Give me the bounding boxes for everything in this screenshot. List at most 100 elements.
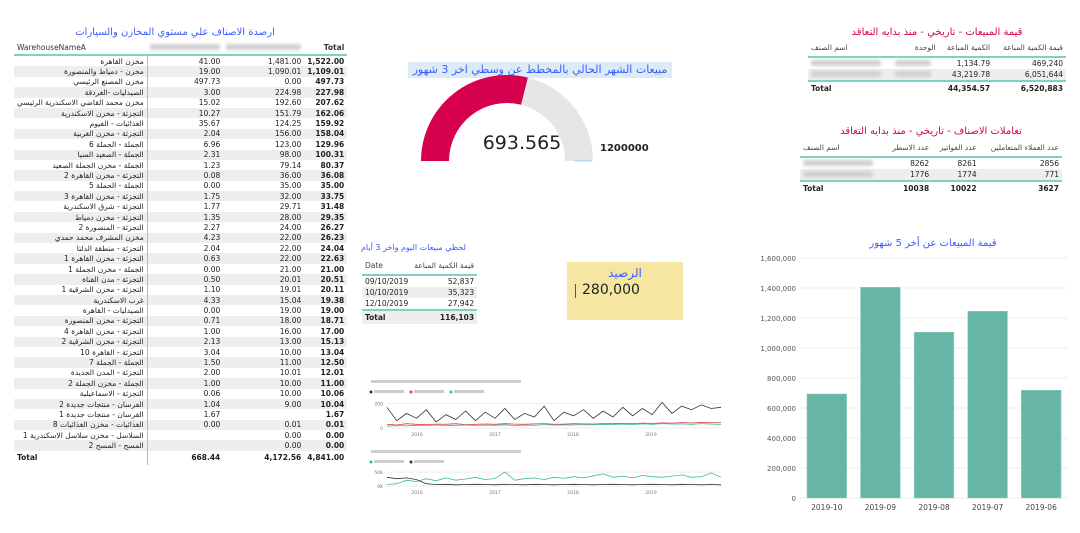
qty-cell: 1.35: [147, 211, 224, 223]
warehouse-name: التجزئة - مخزن المنصورة: [14, 315, 148, 327]
table-row[interactable]: مخزن المشرف محمد حمدي 4.23 22.00 26.23: [14, 232, 348, 244]
table-row[interactable]: التجزئة - مخزن الشرقية 1 1.10 19.01 20.11: [14, 284, 347, 295]
table-row[interactable]: الجملة - الجملة 7 1.50 11.00 12.50: [14, 357, 348, 368]
column-header-warehouse[interactable]: WarehouseNameA: [14, 40, 148, 56]
column-header-blurred[interactable]: [223, 40, 305, 56]
column-header[interactable]: قيمة الكمية المباعة: [411, 256, 478, 276]
table-row[interactable]: التجزئة - مخزن الغربية 2.04 156.00 158.04: [14, 128, 348, 140]
table-row[interactable]: التجزئة - مخزن القاهرة 4 1.00 16.00 17.00: [14, 326, 347, 337]
bar-2019-08[interactable]: [913, 332, 955, 499]
table-row[interactable]: 09/10/2019 52,837: [362, 275, 478, 287]
qty-cell: 1.75: [147, 191, 224, 202]
table-row[interactable]: التجزئة - مدن القناة 0.50 20.01 20.51: [14, 274, 348, 285]
table-row[interactable]: الجملة - الجملة 5 0.00 35.00 35.00: [14, 180, 347, 192]
bar-2019-10[interactable]: [806, 393, 847, 499]
bar-2019-06[interactable]: [1021, 390, 1062, 499]
warehouse-name: غرب الاسكندرية: [14, 294, 148, 306]
column-header[interactable]: عدد الفواتير: [932, 138, 980, 158]
total-cell: 227.98: [304, 87, 348, 98]
bar-chart[interactable]: 0 200,000 400,000 600,000 800,000 1,000,000 1,…: [750, 250, 1075, 520]
qty-cell: 15.04: [223, 294, 305, 306]
bar-2019-09[interactable]: [860, 287, 901, 499]
table-row[interactable]: مخزن محمد القاضي الاسكندرية الرئيسي 15.02…: [14, 97, 347, 108]
table-row[interactable]: مخزن - دمياط والمنصورة 19.00 1,090.01 1,109…: [14, 66, 348, 77]
column-header[interactable]: عدد الاسطر: [884, 138, 933, 158]
table-row[interactable]: التجزئة - مخزن القاهرة 2 0.08 36.00 36.08: [14, 170, 348, 181]
table-row[interactable]: التجزئة - القاهرة 10 3.04 10.00 13.04: [14, 346, 347, 358]
table-row[interactable]: الجملة - الصعيد المنيا 2.31 98.00 100.31: [14, 149, 348, 160]
table-row[interactable]: التجزئة - مخزن القاهرة 1 0.63 22.00 22.63: [14, 253, 348, 264]
total-cell: 159.92: [315, 119, 345, 129]
qty-cell: 0.00: [203, 181, 221, 191]
column-header[interactable]: الوحدة: [892, 38, 939, 58]
table-row[interactable]: الجملة - مخزن الجملة 1 0.00 21.00 21.00: [14, 263, 347, 275]
table-row[interactable]: الجملة - مخزن الجملة الصعيد 1.23 79.14 80.3…: [14, 159, 347, 171]
column-header[interactable]: اسم الصنف: [808, 38, 893, 58]
column-header[interactable]: الكمية المباعة: [938, 38, 994, 58]
bar-2019-07[interactable]: [967, 311, 1008, 499]
table-row[interactable]: التجزئة - شرق الاسكندرية 1.77 29.71 31.48: [14, 201, 347, 212]
total-cell: 1,109.01: [304, 66, 348, 77]
table-cell: 43,219.78: [938, 69, 994, 81]
warehouse-name: التجزئة - مخزن الشرقية 1: [14, 284, 148, 295]
table-row[interactable]: الغذائيات - الفيوم 35.67 124.25 159.92: [14, 118, 347, 129]
total-cell: 100.31: [304, 149, 348, 160]
table-row[interactable]: التجزئة - مخزن الاسكندرية 10.27 151.79 162.…: [14, 107, 348, 119]
total-cell: 24.04: [320, 243, 345, 253]
column-header[interactable]: عدد العملاء المتعاملين: [979, 138, 1062, 158]
table-row[interactable]: المسح - المسح 2 0.00 0.00: [14, 440, 348, 451]
table-row[interactable]: التجزئة - مخزن الشرقية 2 2.13 13.00 15.13: [14, 336, 348, 347]
column-header[interactable]: اسم الصنف: [800, 138, 885, 158]
table-row[interactable]: غرب الاسكندرية 4.33 15.04 19.38: [14, 294, 348, 306]
qty-cell: 2.27: [203, 222, 221, 232]
table-row[interactable]: 1776 1774 771: [800, 169, 1062, 181]
total-cell: 10.04: [304, 398, 348, 410]
qty-cell: 2.13: [147, 336, 224, 347]
table-row[interactable]: الجملة - مخزن الجملة 2 1.00 10.00 11.00: [14, 378, 348, 389]
gauge-fill: [421, 75, 528, 161]
qty-cell: 151.79: [223, 107, 305, 119]
column-header[interactable]: قيمة الكمية المباعة: [993, 38, 1066, 58]
table-row[interactable]: الغذائيات - مخزن الغذائيات 8 0.00 0.01 0.01: [14, 419, 348, 431]
table-row[interactable]: التجزئة - مخزن القاهرة 3 1.75 32.00 33.75: [14, 191, 348, 202]
table-row[interactable]: مخزن القاهرة 41.00 1,481.00 1,522.00: [14, 55, 347, 67]
total-cell: 12.01: [320, 368, 345, 378]
qty-cell: 10.00: [223, 378, 305, 389]
column-header[interactable]: Date: [362, 256, 412, 276]
table-row[interactable]: التجزئة - مخزن دمياط 1.35 28.00 29.35: [14, 211, 348, 223]
table-row[interactable]: 12/10/2019 27,942: [362, 298, 478, 310]
table-row[interactable]: التجزئة - المنصورة 2 2.27 24.00 26.27: [14, 222, 347, 233]
column-header-blurred[interactable]: [147, 40, 224, 56]
table-row[interactable]: 1,134.79 469,240: [808, 57, 1066, 69]
qty-cell: 19.00: [147, 66, 224, 77]
table-row[interactable]: 43,219.78 6,051,644: [808, 69, 1066, 81]
column-header-total[interactable]: Total: [304, 40, 348, 56]
table-row[interactable]: السلاسل - مخزن سلاسل الاسكندرية 1 0.00 0.0…: [14, 430, 347, 441]
table-row[interactable]: الصيدليات -الغردقة 3.00 224.98 227.98: [14, 87, 348, 98]
table-row[interactable]: التجزئة - منطقة الدلتا 2.04 22.00 24.04: [14, 243, 347, 254]
total-cell: 0.00: [325, 430, 345, 440]
qty-cell: 10.01: [279, 368, 302, 378]
warehouse-name: التجزئة - مدن القناة: [14, 274, 148, 285]
table-row[interactable]: 10/10/2019 35,323: [362, 287, 478, 298]
table-row[interactable]: الجملة - الجملة 6 6.96 123.00 129.96: [14, 139, 347, 150]
warehouse-name: مخزن - دمياط والمنصورة: [14, 66, 148, 77]
total-cell: 22.63: [304, 253, 348, 264]
total-cell: 3627: [979, 180, 1062, 195]
warehouse-name: التجزئة - مخزن القاهرة 3: [14, 191, 148, 202]
table-row[interactable]: الفرسان - منتجات جديدة 1 1.67 1.67: [14, 409, 347, 420]
table-row[interactable]: التجزئة - المدن الجديدة 2.00 10.01 12.01: [14, 367, 347, 379]
qty-cell: 20.01: [223, 274, 305, 285]
table-row[interactable]: 8262 8261 2856: [800, 157, 1062, 169]
table-row[interactable]: التجزئة - مخزن المنصورة 0.71 18.00 18.71: [14, 315, 348, 327]
daily-sales-table: Date قيمة الكمية المباعة 09/10/2019 52,837 1…: [362, 256, 478, 324]
qty-cell: 0.00: [147, 419, 224, 431]
warehouse-name: التجزئة - القاهرة 10: [14, 346, 148, 358]
table-row[interactable]: الفرسان - منتجات جديدة 2 1.04 9.00 10.04: [14, 398, 348, 410]
total-cell: 1,522.00: [307, 56, 345, 66]
table-row[interactable]: مخزن المصنع الرئيسي 497.73 0.00 497.73: [14, 76, 347, 88]
table-row[interactable]: الصيدليات - القاهرة 0.00 19.00 19.00: [14, 305, 347, 316]
warehouse-name: التجزئة - مخزن الشرقية 2: [14, 336, 148, 347]
gauge: [421, 75, 593, 162]
table-row[interactable]: التجزئة - الاسماعيلية 0.06 10.00 10.06: [14, 388, 347, 399]
